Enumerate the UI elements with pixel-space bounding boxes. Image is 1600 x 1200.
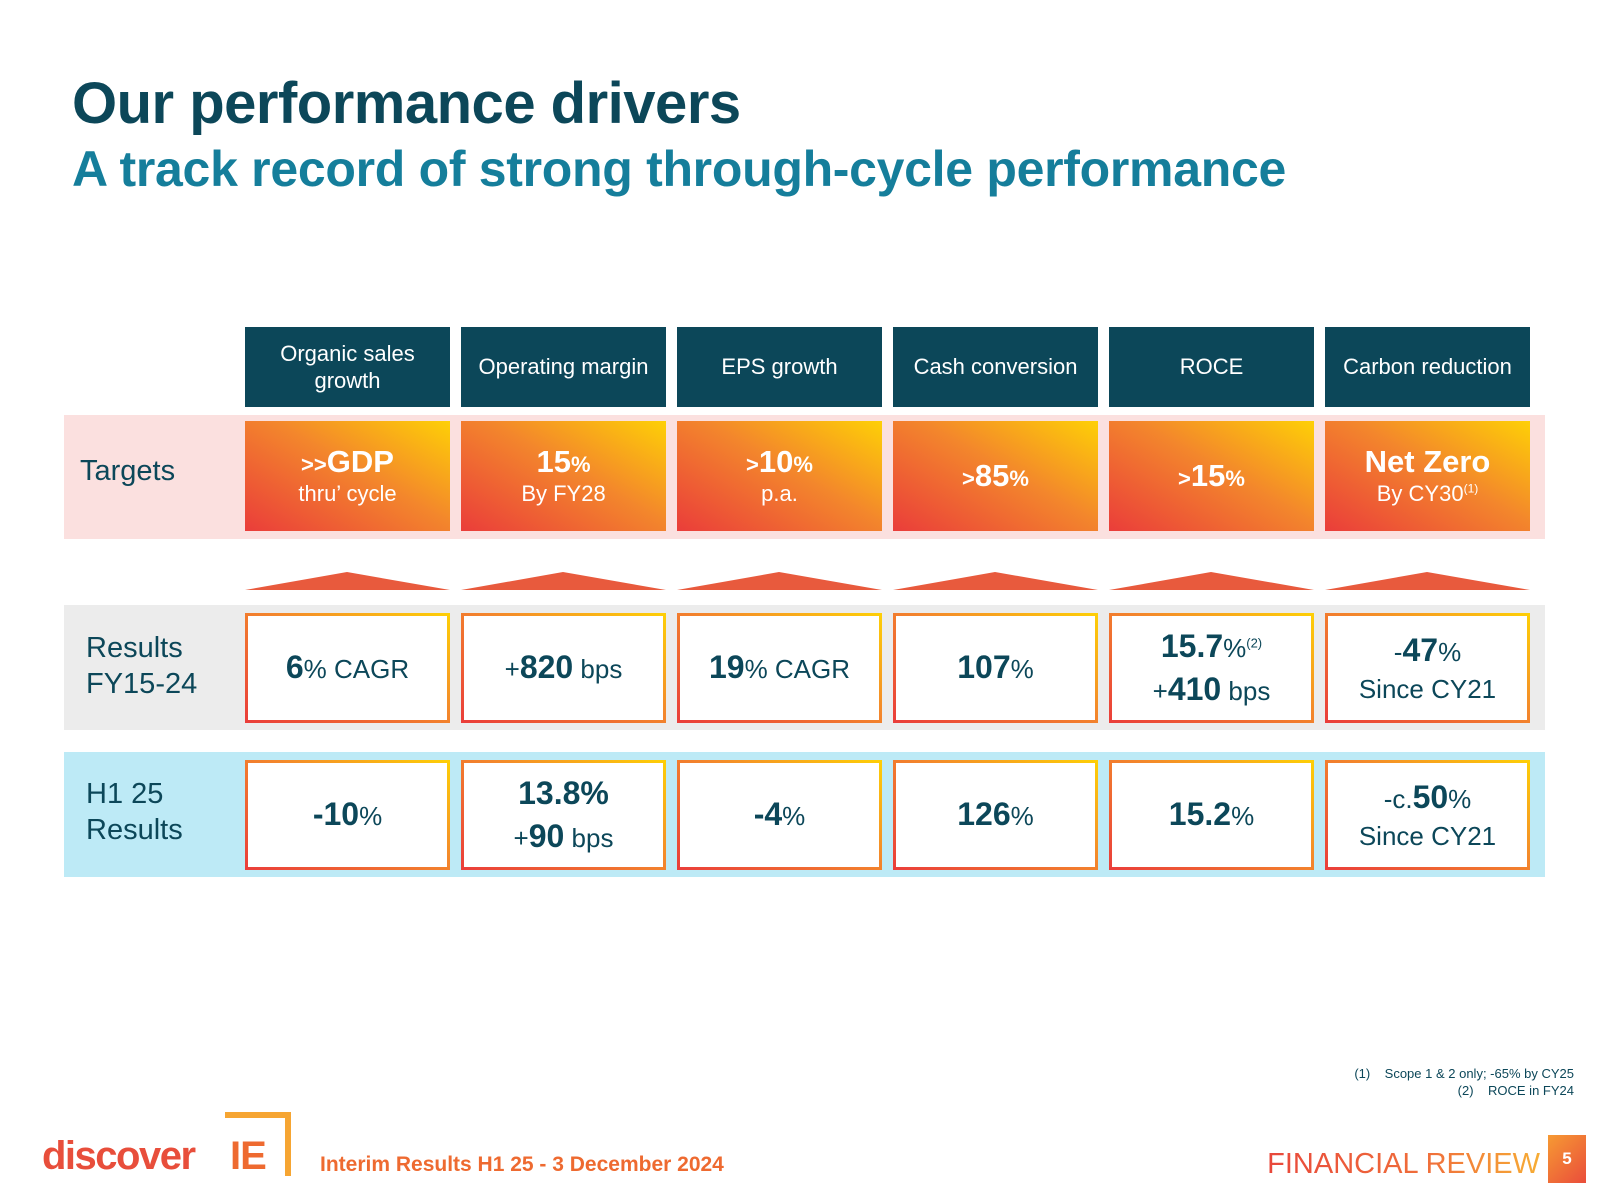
target-cell: >10% p.a. [677,421,882,531]
footer-section-title: FINANCIAL REVIEW [1267,1148,1540,1180]
footnotes: (1) Scope 1 & 2 only; -65% by CY25 (2) R… [1354,1066,1574,1100]
result-cell: 107% [893,613,1098,723]
result-cell: 19% CAGR [677,613,882,723]
page-title: Our performance drivers [72,71,741,136]
target-cell: >>GDP thru’ cycle [245,421,450,531]
footnote-2: (2) ROCE in FY24 [1457,1082,1574,1098]
h1-result-cell: -10% [245,760,450,870]
column-header-cash-conversion: Cash conversion [893,327,1098,407]
result-cell: 15.7%(2) +410 bps [1109,613,1314,723]
arrow-up-icon [461,572,666,590]
column-header-carbon-reduction: Carbon reduction [1325,327,1530,407]
arrow-up-icon [1325,572,1530,590]
page-number: 5 [1548,1135,1586,1183]
h1-result-cell: -c.50% Since CY21 [1325,760,1530,870]
row-label-h1-results: H1 25 Results [86,778,183,847]
arrow-up-icon [1109,572,1314,590]
arrow-up-icon [677,572,882,590]
arrow-up-icon [245,572,450,590]
h1-result-cell: 15.2% [1109,760,1314,870]
target-cell: Net Zero By CY30(1) [1325,421,1530,531]
discoverie-logo: discover IE [42,1112,292,1182]
h1-result-cell: 126% [893,760,1098,870]
footnote-1: (1) Scope 1 & 2 only; -65% by CY25 [1354,1066,1574,1081]
target-cell: >15% [1109,421,1314,531]
page-subtitle: A track record of strong through-cycle p… [72,141,1286,197]
row-label-results: Results FY15-24 [86,632,198,701]
h1-result-cell: 13.8% +90 bps [461,760,666,870]
row-label-targets: Targets [80,455,176,487]
column-header-operating-margin: Operating margin [461,327,666,407]
arrow-up-icon [893,572,1098,590]
result-cell: +820 bps [461,613,666,723]
h1-result-cell: -4% [677,760,882,870]
result-cell: 6% CAGR [245,613,450,723]
column-header-organic-sales-growth: Organic sales growth [245,327,450,407]
column-header-roce: ROCE [1109,327,1314,407]
column-header-eps-growth: EPS growth [677,327,882,407]
footer-document-title: Interim Results H1 25 - 3 December 2024 [320,1153,724,1176]
target-cell: 15% By FY28 [461,421,666,531]
result-cell: -47% Since CY21 [1325,613,1530,723]
target-cell: >85% [893,421,1098,531]
logo-frame-icon [225,1112,291,1176]
